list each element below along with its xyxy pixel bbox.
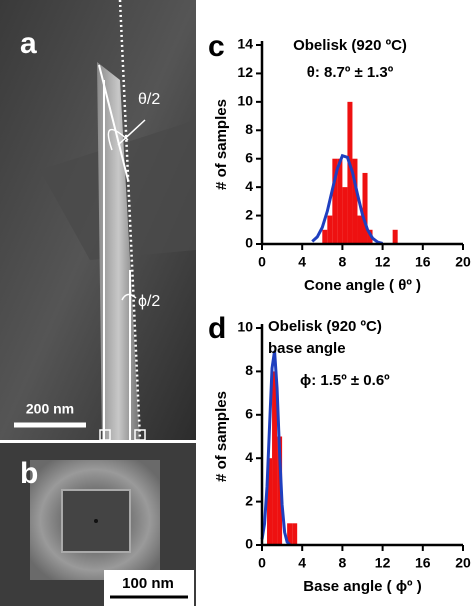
bar: [393, 230, 398, 244]
annotation: ϕ/2: [138, 293, 160, 310]
x-tick-label: 0: [258, 254, 266, 270]
bar: [292, 523, 297, 545]
y-tick-label: 4: [245, 449, 253, 465]
y-axis-label: # of samples: [213, 99, 230, 190]
scale-label: 200 nm: [26, 401, 74, 417]
x-tick-label: 20: [455, 555, 471, 571]
x-tick-label: 12: [375, 555, 391, 571]
annotation: θ: 8.7º ± 1.3º: [307, 64, 394, 81]
y-tick-label: 2: [245, 492, 253, 508]
annotation: θ/2: [138, 91, 160, 108]
y-tick-label: 10: [237, 319, 253, 335]
sem-image-b: b 100 nm: [0, 443, 196, 606]
y-tick-label: 6: [245, 406, 253, 422]
scale-label: 100 nm: [122, 575, 174, 592]
y-tick-label: 4: [245, 178, 253, 194]
tip: [94, 519, 98, 523]
x-tick-label: 8: [339, 555, 347, 571]
y-tick-label: 8: [245, 121, 253, 137]
y-tick-label: 8: [245, 362, 253, 378]
x-tick-label: 12: [375, 254, 391, 270]
bar: [363, 173, 368, 244]
x-tick-label: 0: [258, 555, 266, 571]
annotation: ϕ: 1.5º ± 0.6º: [300, 372, 390, 389]
figure: a θ/2 ϕ/2 200 nm b 100 nm 0 2 4 6 8 10 12 14 0 4 8…: [0, 0, 471, 606]
x-tick-label: 16: [415, 254, 431, 270]
x-axis-label: Base angle ( ϕº ): [303, 578, 421, 595]
x-tick-label: 4: [298, 555, 306, 571]
annotation: Obelisk (920 ºC): [268, 318, 382, 335]
y-axis-label: # of samples: [213, 391, 230, 482]
panel-label: a: [20, 27, 37, 60]
bar: [327, 216, 332, 244]
panel-label: b: [20, 457, 38, 490]
x-axis-label: Cone angle ( θº ): [304, 277, 421, 294]
y-tick-label: 14: [237, 36, 253, 52]
y-tick-label: 10: [237, 93, 253, 109]
x-tick-label: 16: [415, 555, 431, 571]
bar: [322, 230, 327, 244]
panel-label: c: [208, 30, 225, 63]
x-tick-label: 8: [339, 254, 347, 270]
y-tick-label: 2: [245, 206, 253, 222]
bar: [342, 187, 347, 244]
y-tick-label: 0: [245, 235, 253, 251]
annotation: Obelisk (920 ºC): [293, 37, 407, 54]
y-tick-label: 0: [245, 536, 253, 552]
annotation: base angle: [268, 340, 346, 357]
x-tick-label: 20: [455, 254, 471, 270]
y-tick-label: 12: [237, 64, 253, 80]
x-tick-label: 4: [298, 254, 306, 270]
bar: [357, 216, 362, 244]
y-tick-label: 6: [245, 149, 253, 165]
panel-label: d: [208, 312, 226, 345]
sem-image-a: a θ/2 ϕ/2 200 nm: [0, 0, 196, 440]
